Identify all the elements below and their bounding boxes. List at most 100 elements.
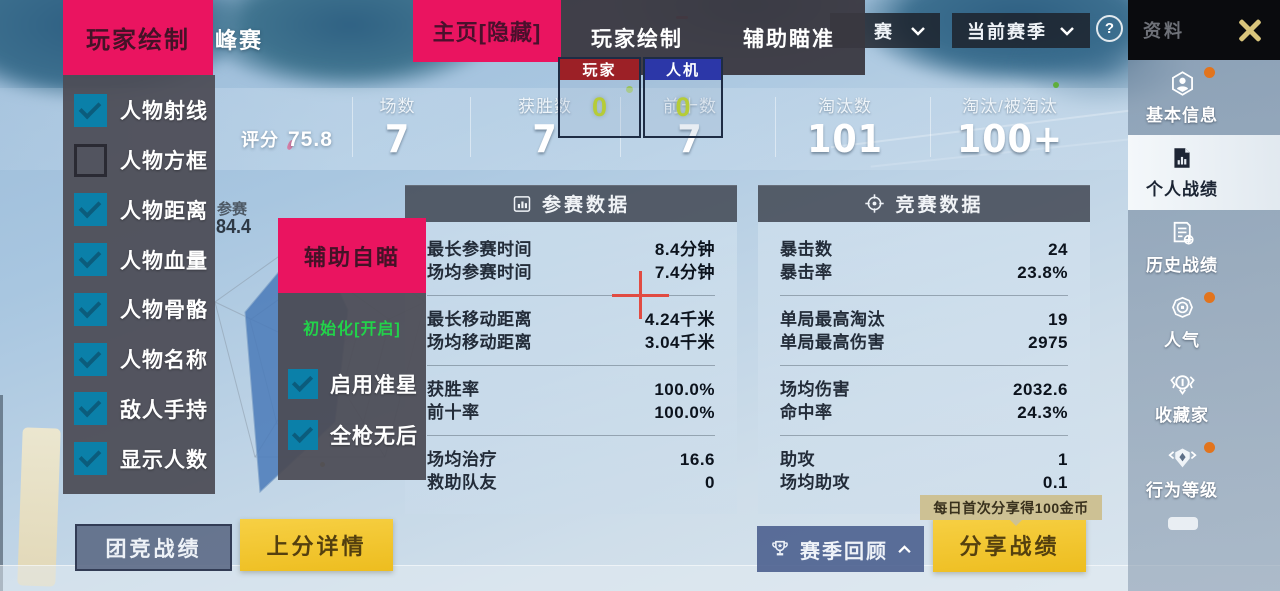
- aim-menu-header[interactable]: 辅助自瞄: [278, 218, 426, 293]
- stat-kd: 淘汰/被淘汰 100+: [957, 97, 1063, 161]
- checkbox[interactable]: [74, 93, 107, 127]
- mode-dropdown-label: 赛: [874, 21, 894, 42]
- sidebar-header: 资料: [1128, 0, 1280, 60]
- stat-row: 命中率 24.3%: [780, 403, 1068, 422]
- confetti-dot: [1053, 82, 1059, 88]
- divider: [780, 295, 1068, 296]
- season-dropdown[interactable]: 当前赛季: [952, 13, 1090, 48]
- stat-row: 场均助攻 0.1: [780, 473, 1068, 492]
- participation-panel-body: 最长参赛时间 8.4分钟 场均参赛时间 7.4分钟 最长移动距离 4.24千米 场均移…: [405, 222, 737, 514]
- checkbox[interactable]: [288, 420, 318, 450]
- stat-row: 前十率 100.0%: [427, 403, 715, 422]
- stat-row: 场均治疗 16.6: [427, 450, 715, 469]
- checkbox[interactable]: [74, 292, 107, 326]
- tab-aim-assist[interactable]: 辅助瞄准: [743, 27, 835, 51]
- notification-badge: [1204, 292, 1215, 303]
- sidebar-item-basic-info[interactable]: 基本信息: [1128, 60, 1280, 135]
- stat-row: 场均伤害 2032.6: [780, 380, 1068, 399]
- season-dropdown-label: 当前赛季: [967, 21, 1047, 42]
- stat-row: 最长参赛时间 8.4分钟: [427, 240, 715, 259]
- collector-icon: [1169, 374, 1195, 395]
- stat-matches: 场数 7: [379, 97, 416, 161]
- season-review-label: 赛季回顾: [800, 540, 888, 563]
- divider: [427, 295, 715, 296]
- trophy-icon: [772, 540, 788, 556]
- sidebar-title: 资料: [1143, 21, 1185, 41]
- stat-row: 单局最高伤害 2975: [780, 333, 1068, 352]
- draw-option-playercount[interactable]: 显示人数: [63, 442, 215, 476]
- checkbox[interactable]: [74, 392, 107, 426]
- sidebar-item-popularity[interactable]: 人气: [1128, 285, 1280, 360]
- profile-sidebar: 资料 基本信息 个人战绩: [1128, 0, 1280, 591]
- draw-option-distance[interactable]: 人物距离: [63, 193, 215, 227]
- history-stats-icon: [1173, 221, 1194, 245]
- competition-panel-body: 暴击数 24 暴击率 23.8% 单局最高淘汰 19 单局最高伤害 2975 场均伤害 2…: [758, 222, 1090, 514]
- player-counter-value: 0: [591, 92, 608, 122]
- bot-counter-label: 人机: [645, 59, 721, 80]
- draw-option-health[interactable]: 人物血量: [63, 243, 215, 277]
- aim-option-norecoil[interactable]: 全枪无后: [278, 420, 426, 450]
- divider: [780, 365, 1068, 366]
- draw-menu-body: 人物射线 人物方框 人物距离 人物血量 人物骨骼 人物名称 敌人手持 显示人数: [63, 75, 215, 494]
- share-reward-tooltip: 每日首次分享得100金币: [920, 495, 1102, 526]
- tab-player-draw[interactable]: 玩家绘制: [591, 27, 683, 51]
- score: 评分 75.8: [241, 126, 333, 152]
- checkbox[interactable]: [288, 369, 318, 399]
- mode-tab-label: 峰赛: [215, 28, 264, 53]
- sidebar-item-collector[interactable]: 收藏家: [1128, 360, 1280, 435]
- draw-option-name[interactable]: 人物名称: [63, 342, 215, 376]
- checkbox[interactable]: [74, 143, 107, 177]
- divider: [470, 97, 471, 157]
- init-status[interactable]: 初始化[开启]: [303, 321, 401, 338]
- score-label: 评分: [241, 130, 279, 150]
- stat-row: 最长移动距离 4.24千米: [427, 310, 715, 329]
- score-value: 75.8: [288, 128, 333, 151]
- player-counter-label: 玩家: [560, 59, 639, 80]
- checkbox[interactable]: [74, 243, 107, 277]
- draw-option-ray[interactable]: 人物射线: [63, 93, 215, 127]
- draw-option-box[interactable]: 人物方框: [63, 143, 215, 177]
- team-stats-button[interactable]: 团竞战绩: [75, 524, 232, 571]
- aim-option-crosshair[interactable]: 启用准星: [278, 369, 426, 399]
- draw-option-weapon[interactable]: 敌人手持: [63, 392, 215, 426]
- radar-label: 参赛: [217, 201, 248, 218]
- radar-value: 84.4: [216, 216, 252, 238]
- sidebar-item-history-stats[interactable]: 历史战绩: [1128, 210, 1280, 285]
- bot-counter-value: 0: [675, 92, 691, 122]
- draw-menu-header[interactable]: 玩家绘制: [63, 0, 213, 75]
- sidebar-item-personal-stats[interactable]: 个人战绩: [1128, 135, 1280, 210]
- target-icon: [865, 194, 885, 213]
- stat-row: 场均参赛时间 7.4分钟: [427, 263, 715, 282]
- popularity-icon: [1171, 296, 1193, 318]
- stat-row: 暴击率 23.8%: [780, 263, 1068, 282]
- divider: [620, 97, 621, 157]
- close-icon[interactable]: [1235, 15, 1265, 45]
- divider: [780, 435, 1068, 436]
- checkbox[interactable]: [74, 193, 107, 227]
- checkbox[interactable]: [74, 442, 107, 476]
- aim-crosshair: [639, 271, 642, 319]
- sidebar-scroll-pill: [1168, 517, 1198, 530]
- chevron-up-icon: [898, 544, 911, 553]
- bot-counter: 人机 0: [643, 57, 723, 138]
- stat-row: 暴击数 24: [780, 240, 1068, 259]
- competition-data-panel: 竞赛数据 暴击数 24 暴击率 23.8% 单局最高淘汰 19 单局最高伤害 2975 …: [758, 185, 1090, 514]
- home-hide-button[interactable]: 主页[隐藏]: [413, 0, 561, 62]
- profile-icon: [1171, 70, 1193, 96]
- rank-details-button[interactable]: 上分详情: [240, 519, 393, 571]
- checkbox[interactable]: [74, 342, 107, 376]
- player-counter: 玩家 0: [558, 57, 641, 138]
- participation-data-panel: 参赛数据 最长参赛时间 8.4分钟 场均参赛时间 7.4分钟 最长移动距离 4.24千…: [405, 185, 737, 514]
- share-stats-button[interactable]: 分享战绩: [933, 517, 1086, 572]
- sidebar-item-conduct-level[interactable]: 行为等级: [1128, 435, 1280, 510]
- stat-kills: 淘汰数 101: [807, 97, 883, 161]
- notification-badge: [1204, 67, 1215, 78]
- chevron-down-icon: [1060, 26, 1074, 36]
- draw-option-skeleton[interactable]: 人物骨骼: [63, 292, 215, 326]
- divider: [775, 97, 776, 157]
- personal-stats-icon: [1174, 148, 1190, 168]
- season-review-button[interactable]: 赛季回顾: [757, 526, 924, 572]
- help-icon[interactable]: ?: [1096, 15, 1123, 42]
- conduct-level-icon: [1167, 447, 1197, 467]
- notification-badge: [1204, 442, 1215, 453]
